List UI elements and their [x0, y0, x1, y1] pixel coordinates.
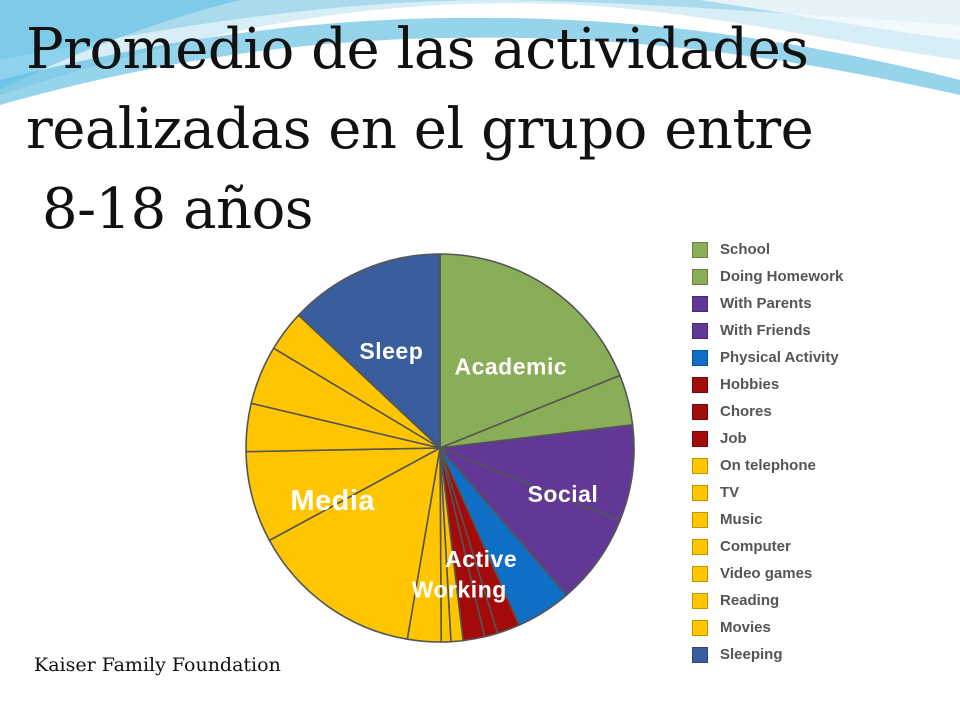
legend-swatch-physical-activity	[692, 349, 708, 366]
legend-label-on-telephone: On telephone	[720, 457, 816, 474]
title-line-1: Promedio de las actividades	[26, 17, 809, 82]
legend-label-computer: Computer	[720, 538, 791, 555]
legend-swatch-with-parents	[692, 295, 708, 312]
legend-swatch-movies	[692, 619, 708, 636]
pie-slice-school-0	[439, 253, 621, 449]
legend-item-doing-homework: Doing Homework	[692, 263, 952, 290]
legend-swatch-hobbies	[692, 376, 708, 393]
legend-label-physical-activity: Physical Activity	[720, 349, 839, 366]
legend-label-job: Job	[720, 430, 747, 447]
legend-item-hobbies: Hobbies	[692, 371, 952, 398]
legend-item-reading: Reading	[692, 587, 952, 614]
legend-item-job: Job	[692, 425, 952, 452]
legend-swatch-job	[692, 430, 708, 447]
legend-item-video-games: Video games	[692, 560, 952, 587]
legend-item-school: School	[692, 236, 952, 263]
legend-swatch-tv	[692, 484, 708, 501]
legend-item-music: Music	[692, 506, 952, 533]
legend-swatch-computer	[692, 538, 708, 555]
group-label-working: Working	[412, 576, 507, 602]
legend-label-with-parents: With Parents	[720, 295, 812, 312]
group-label-active: Active	[445, 546, 517, 572]
legend-item-on-telephone: On telephone	[692, 452, 952, 479]
legend-swatch-sleeping	[692, 646, 708, 663]
title-line-3: 8-18 años	[42, 177, 314, 242]
page-title: Promedio de las actividades realizadas e…	[26, 10, 926, 250]
legend-item-movies: Movies	[692, 614, 952, 641]
legend-item-with-friends: With Friends	[692, 317, 952, 344]
legend-label-hobbies: Hobbies	[720, 376, 780, 393]
legend-swatch-reading	[692, 592, 708, 609]
pie-slice-sleeping-16	[297, 253, 441, 449]
pie-chart: Sleep Academic Social Media Active Working	[245, 253, 635, 643]
group-label-sleep: Sleep	[359, 338, 423, 364]
legend-item-sleeping: Sleeping	[692, 641, 952, 668]
legend-swatch-on-telephone	[692, 457, 708, 474]
legend-label-chores: Chores	[720, 403, 772, 420]
title-line-2: realizadas en el grupo entre	[26, 97, 814, 162]
legend-item-computer: Computer	[692, 533, 952, 560]
legend-item-physical-activity: Physical Activity	[692, 344, 952, 371]
legend-swatch-school	[692, 241, 708, 258]
group-label-social: Social	[528, 481, 599, 507]
group-label-media: Media	[290, 485, 375, 517]
group-label-academic: Academic	[454, 353, 567, 379]
legend-swatch-music	[692, 511, 708, 528]
legend-swatch-doing-homework	[692, 268, 708, 285]
chart-legend: School Doing Homework With Parents With Fri…	[692, 236, 952, 668]
legend-item-tv: TV	[692, 479, 952, 506]
legend-swatch-chores	[692, 403, 708, 420]
source-credit: Kaiser Family Foundation	[34, 654, 281, 676]
legend-label-tv: TV	[720, 484, 740, 501]
legend-item-with-parents: With Parents	[692, 290, 952, 317]
legend-swatch-with-friends	[692, 322, 708, 339]
legend-label-with-friends: With Friends	[720, 322, 811, 339]
pie-slices	[245, 253, 635, 643]
legend-label-video-games: Video games	[720, 565, 813, 582]
pie-slice-with-parents-2	[439, 424, 635, 522]
legend-label-sleeping: Sleeping	[720, 646, 783, 663]
legend-label-movies: Movies	[720, 619, 771, 636]
pie-slice-computer-11	[268, 447, 441, 641]
legend-label-music: Music	[720, 511, 763, 528]
pie-group-labels: Sleep Academic Social Media Active Working	[290, 338, 598, 602]
legend-item-chores: Chores	[692, 398, 952, 425]
legend-label-school: School	[720, 241, 771, 258]
legend-label-reading: Reading	[720, 592, 780, 609]
legend-label-doing-homework: Doing Homework	[720, 268, 844, 285]
legend-swatch-video-games	[692, 565, 708, 582]
